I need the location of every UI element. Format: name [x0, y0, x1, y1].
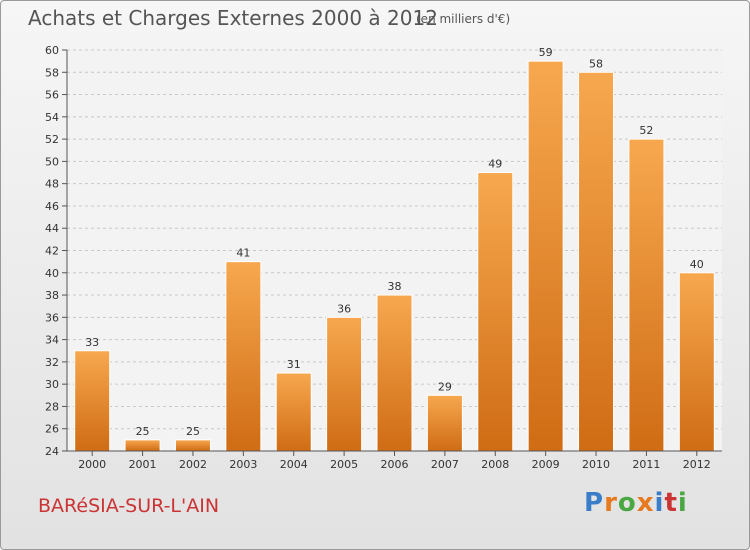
x-tick-label: 2008 — [481, 458, 509, 471]
proxiti-logo[interactable]: Proxiti — [584, 488, 688, 518]
axis-layer: 24 26 28 30 32 34 36 38 40 42 44 46 48 50 52 54 56 58 60 20… — [45, 44, 722, 471]
y-tick-label: 46 — [45, 200, 59, 213]
x-tick-label: 2005 — [330, 458, 358, 471]
bars-layer: 33 25 25 41 31 36 38 29 49 59 58 52 40 — [74, 46, 715, 452]
bar-value-label: 49 — [488, 158, 502, 171]
y-tick-label: 32 — [45, 356, 59, 369]
bar — [426, 394, 463, 452]
logo-letter: t — [664, 488, 678, 518]
logo-letter: i — [677, 488, 688, 518]
y-tick-label: 28 — [45, 400, 59, 413]
bar — [628, 138, 665, 452]
bar-value-label: 31 — [287, 358, 301, 371]
x-tick-label: 2006 — [381, 458, 409, 471]
x-tick-label: 2001 — [129, 458, 157, 471]
logo-letter: r — [604, 488, 618, 518]
y-tick-label: 54 — [45, 111, 59, 124]
bar-value-label: 29 — [438, 380, 452, 393]
bar — [275, 372, 312, 452]
y-tick-label: 48 — [45, 178, 59, 191]
y-tick-label: 60 — [45, 44, 59, 57]
bar-value-label: 25 — [136, 425, 150, 438]
x-tick-label: 2010 — [582, 458, 610, 471]
bar — [376, 294, 413, 452]
commune-name: BARéSIA-SUR-L'AIN — [38, 495, 220, 517]
bar — [174, 439, 211, 452]
logo-letter: x — [636, 488, 655, 518]
x-tick-label: 2003 — [229, 458, 257, 471]
x-tick-label: 2000 — [78, 458, 106, 471]
bar — [578, 71, 615, 452]
x-tick-label: 2002 — [179, 458, 207, 471]
y-tick-label: 26 — [45, 423, 59, 436]
chart-title: Achats et Charges Externes 2000 à 2012 — [28, 6, 438, 30]
x-tick-label: 2004 — [280, 458, 308, 471]
y-tick-label: 42 — [45, 245, 59, 258]
y-tick-label: 30 — [45, 378, 59, 391]
bar-value-label: 52 — [639, 124, 653, 137]
y-tick-label: 38 — [45, 289, 59, 302]
bar-value-label: 38 — [388, 280, 402, 293]
bar — [527, 60, 564, 452]
x-tick-label: 2009 — [532, 458, 560, 471]
y-tick-label: 34 — [45, 334, 59, 347]
logo-letter: i — [654, 488, 665, 518]
y-tick-label: 52 — [45, 133, 59, 146]
bar — [326, 316, 363, 452]
y-tick-label: 58 — [45, 66, 59, 79]
x-tick-label: 2011 — [632, 458, 660, 471]
y-tick-label: 40 — [45, 267, 59, 280]
bar-value-label: 33 — [85, 336, 99, 349]
bar-value-label: 36 — [337, 302, 351, 315]
bar-value-label: 25 — [186, 425, 200, 438]
bar — [124, 439, 161, 452]
x-tick-label: 2012 — [683, 458, 711, 471]
bar — [477, 172, 514, 452]
chart-unit: (en milliers d'€) — [416, 12, 511, 26]
logo-letter: o — [617, 488, 637, 518]
bar — [225, 261, 262, 452]
bar-value-label: 40 — [690, 258, 704, 271]
logo-letter: P — [584, 488, 605, 518]
y-tick-label: 44 — [45, 222, 59, 235]
bar-value-label: 58 — [589, 57, 603, 70]
bar — [678, 272, 715, 452]
y-tick-label: 36 — [45, 311, 59, 324]
bar — [74, 350, 111, 452]
y-tick-label: 56 — [45, 89, 59, 102]
y-tick-label: 50 — [45, 155, 59, 168]
x-tick-label: 2007 — [431, 458, 459, 471]
y-tick-label: 24 — [45, 445, 59, 458]
bar-value-label: 41 — [236, 247, 250, 260]
bar-value-label: 59 — [539, 46, 553, 59]
